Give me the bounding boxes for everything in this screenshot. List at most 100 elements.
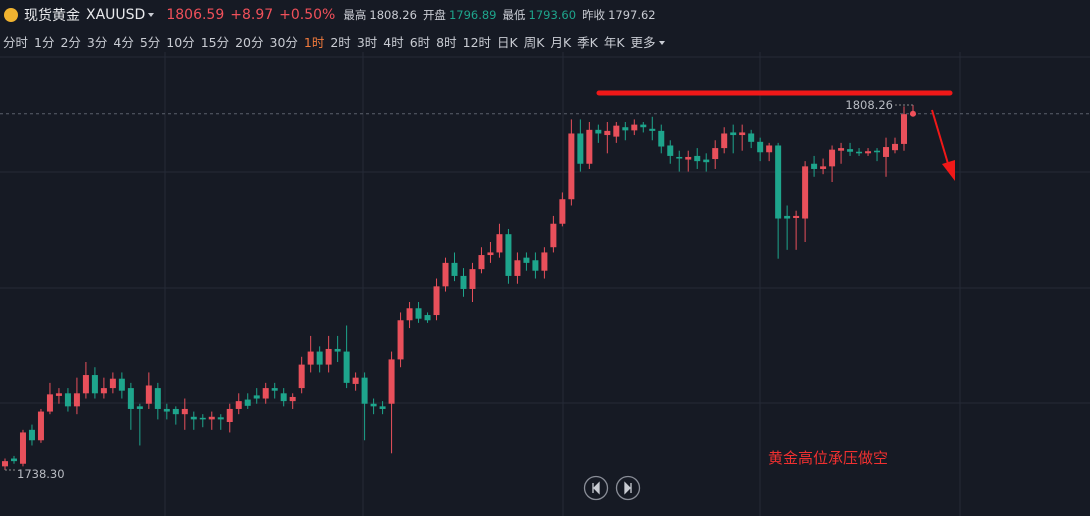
candle-body — [496, 234, 503, 253]
timeframe[interactable]: 30分 — [269, 34, 298, 50]
timeframe[interactable]: 月K — [550, 34, 572, 50]
candle-body — [451, 262, 458, 276]
candle-body — [253, 395, 260, 399]
stat-label: 最高 — [343, 8, 367, 22]
candle-body — [847, 149, 854, 152]
timeframe[interactable]: 12时 — [462, 34, 492, 50]
stat-label: 开盘 — [422, 8, 446, 22]
timeframe[interactable]: 分时 — [3, 34, 29, 50]
stat-value: 1793.60 — [528, 8, 577, 22]
candle-body — [829, 149, 836, 167]
candle-body — [199, 417, 206, 420]
name: 现货黄金 — [24, 8, 80, 24]
candle-body — [622, 127, 629, 131]
candle-body — [406, 308, 413, 321]
candle-body — [235, 401, 242, 409]
more-menu[interactable]: 更多 — [631, 32, 665, 51]
low-label: 1738.30 — [17, 467, 65, 481]
prev-icon — [592, 481, 600, 495]
candle-body — [649, 128, 656, 131]
candle-body — [163, 408, 170, 412]
stat-value: 1808.26 — [369, 8, 417, 22]
candle-body — [289, 396, 296, 402]
candle-body — [568, 133, 575, 200]
timeframe[interactable]: 日K — [497, 34, 518, 50]
timeframe[interactable]: 4分 — [113, 34, 134, 50]
timeframe[interactable]: 季K — [577, 34, 598, 50]
timeframe[interactable]: 5分 — [139, 34, 161, 50]
timeframe[interactable]: 1分 — [34, 34, 55, 50]
candle-body — [127, 388, 134, 409]
candle-body — [712, 148, 719, 160]
candle-body — [892, 143, 899, 151]
candle-body — [307, 351, 314, 365]
candle-body — [46, 394, 53, 412]
candle-body — [802, 166, 809, 219]
price: 1806.59 — [166, 7, 225, 23]
more-text: 更多 — [630, 34, 656, 50]
candle-body — [613, 125, 620, 137]
candle-body — [298, 364, 305, 389]
candle-body — [586, 129, 593, 164]
candle-body — [262, 388, 269, 399]
candle-body — [343, 351, 350, 383]
candle-body — [172, 408, 179, 415]
candle-body — [667, 145, 674, 156]
candle-body — [811, 163, 818, 169]
candle-body — [766, 145, 773, 153]
candle-body — [64, 393, 71, 407]
candle-body — [19, 432, 26, 464]
timeframe[interactable]: 6时 — [409, 34, 431, 50]
candle-body — [73, 393, 80, 407]
timeframe[interactable]: 2分 — [60, 34, 81, 50]
candle-body — [37, 411, 44, 441]
candle-body — [118, 378, 125, 391]
candle-body — [757, 141, 764, 153]
stat-label: 昨收 — [582, 8, 606, 22]
candle-body — [280, 393, 287, 402]
timeframe[interactable]: 4时 — [383, 34, 404, 50]
candle-body — [334, 348, 341, 352]
candle-body — [640, 124, 647, 128]
candle-body — [739, 132, 746, 136]
candle-body — [541, 252, 548, 271]
timeframe[interactable]: 2时 — [330, 34, 351, 50]
stat-label: 最低 — [502, 8, 526, 22]
timeframe[interactable]: 8时 — [436, 34, 457, 50]
timeframe[interactable]: 20分 — [235, 34, 264, 50]
candle-body — [82, 375, 89, 394]
candle-body — [532, 260, 539, 271]
symbol[interactable]: XAUUSD — [86, 7, 155, 23]
prev-button[interactable] — [583, 475, 609, 501]
timeframe[interactable]: 3分 — [86, 34, 108, 50]
candle-body — [388, 359, 395, 404]
candle-body — [784, 215, 791, 219]
candle-body — [424, 315, 431, 321]
candle-body — [523, 257, 530, 263]
candle-body — [820, 166, 827, 169]
candle-body — [514, 260, 521, 276]
timeframe[interactable]: 10分 — [166, 34, 195, 50]
candle-body — [370, 403, 377, 407]
timeframe[interactable]: 15分 — [200, 34, 230, 50]
candle-body — [397, 320, 404, 360]
header: 现货黄金 XAUUSD 1806.59 +8.97 +0.50% 最高 1808.… — [0, 0, 1090, 30]
next-button[interactable] — [615, 475, 641, 501]
candle-body — [865, 151, 872, 154]
timeframe[interactable]: 1时 — [303, 34, 325, 50]
timeframe[interactable]: 年K — [603, 34, 625, 50]
chart: 1808.26 1738.30 黄金高位承压做空 — [0, 52, 1090, 516]
candle-body — [595, 129, 602, 134]
candle-body — [217, 417, 224, 420]
candle-body — [685, 156, 692, 160]
arrow-shaft — [931, 109, 950, 168]
candle-body — [433, 286, 440, 316]
candle-body — [2, 461, 8, 467]
last-dot — [909, 110, 916, 117]
candle-body — [793, 215, 800, 219]
timeframe[interactable]: 3时 — [356, 34, 378, 50]
candle-body — [208, 416, 215, 420]
candle-body — [244, 399, 251, 406]
timeframe[interactable]: 周K — [523, 34, 545, 50]
